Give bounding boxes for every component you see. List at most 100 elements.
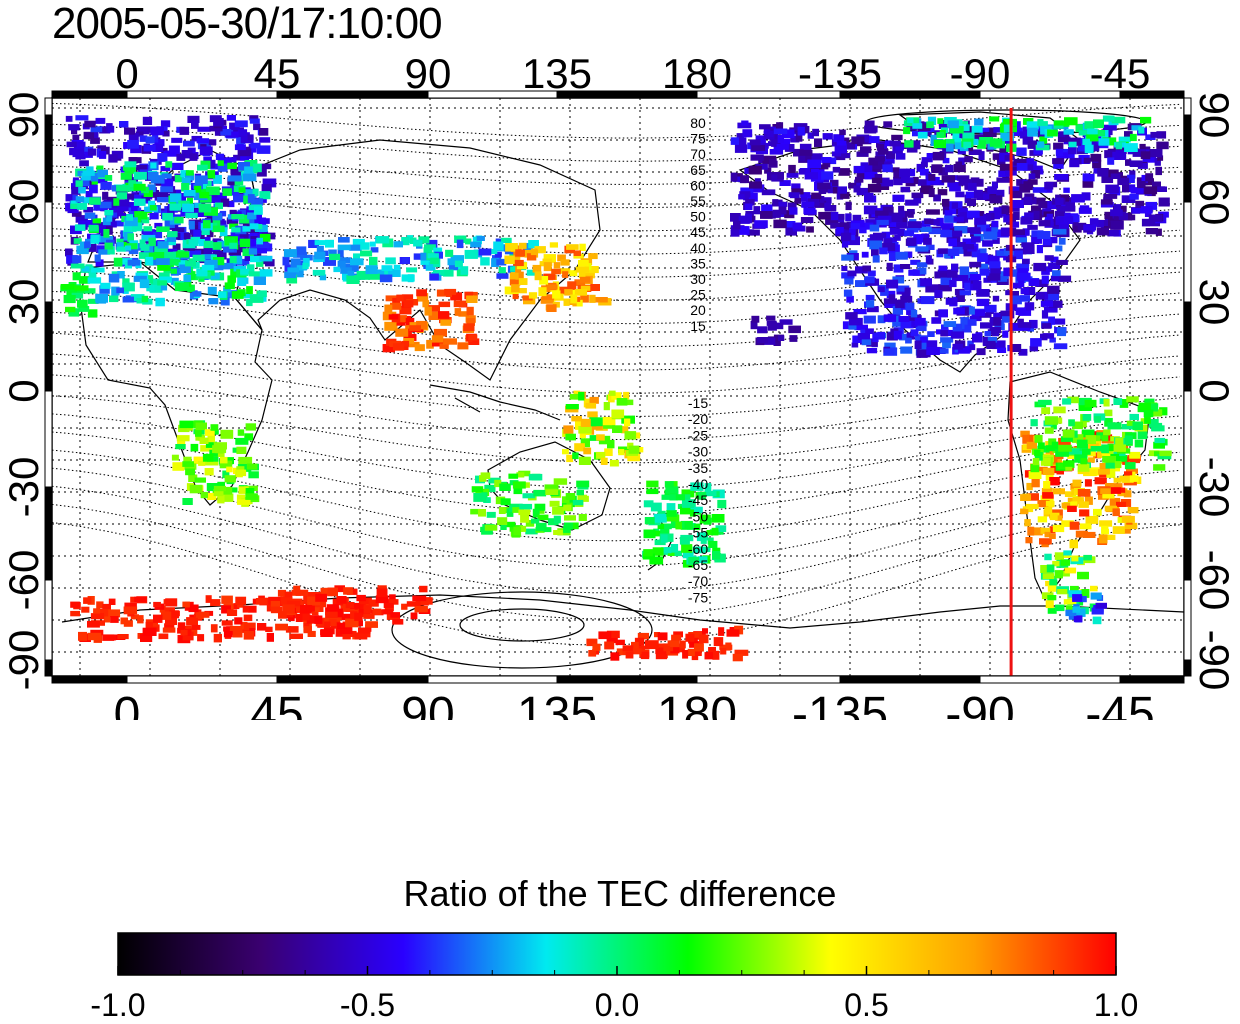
tec-data-cell <box>392 297 401 305</box>
tec-data-cell <box>661 494 675 500</box>
tec-data-cell <box>1009 250 1023 260</box>
tec-data-cell <box>867 270 876 277</box>
tec-data-cell <box>1069 521 1080 530</box>
tec-data-cell <box>979 312 992 318</box>
tec-data-cell <box>369 256 378 266</box>
tec-data-cell <box>1089 218 1099 227</box>
tec-data-cell <box>1064 117 1078 126</box>
tec-data-cell <box>791 183 801 190</box>
tec-data-cell <box>1106 445 1114 452</box>
tec-data-cell <box>286 600 301 607</box>
tec-data-cell <box>213 174 222 184</box>
tec-data-cell <box>974 118 984 126</box>
tec-data-cell <box>138 252 150 259</box>
tec-data-cell <box>525 528 538 535</box>
tec-data-cell <box>100 181 112 190</box>
tec-data-cell <box>134 194 144 200</box>
tec-data-cell <box>231 291 244 299</box>
tec-data-cell <box>794 197 801 204</box>
tec-data-cell <box>1052 524 1065 533</box>
tec-data-cell <box>1130 187 1144 194</box>
tec-data-cell <box>81 606 90 613</box>
tec-data-cell <box>160 282 168 291</box>
tec-data-cell <box>1122 183 1130 193</box>
tec-data-cell <box>242 605 250 613</box>
tec-data-cell <box>1087 128 1098 137</box>
tec-data-cell <box>818 211 832 220</box>
tec-data-cell <box>746 229 760 236</box>
tec-data-cell <box>319 274 327 281</box>
tec-data-cell <box>1042 573 1055 579</box>
tec-data-cell <box>73 238 82 244</box>
tec-data-cell <box>905 302 915 311</box>
tec-data-cell <box>1151 425 1165 432</box>
tec-data-cell <box>207 170 216 179</box>
tec-data-cell <box>1055 515 1063 521</box>
tec-data-cell <box>907 221 922 228</box>
tec-data-cell <box>967 319 977 326</box>
tec-data-cell <box>256 145 271 154</box>
tec-data-cell <box>188 474 198 482</box>
tec-data-cell <box>938 167 948 176</box>
tec-data-cell <box>904 287 911 295</box>
tec-data-cell <box>79 241 87 251</box>
tec-data-cell <box>1149 149 1163 158</box>
tec-data-cell <box>1101 444 1109 453</box>
tec-data-cell <box>320 587 332 596</box>
colorbar-ticks: -1.0 -0.5 0.0 0.5 1.0 <box>90 966 1138 1023</box>
tec-data-cell <box>920 226 932 232</box>
tec-data-cell <box>224 475 236 483</box>
tec-data-cell <box>183 140 195 147</box>
tec-data-cell <box>937 248 949 254</box>
tec-data-cell <box>66 141 77 148</box>
tec-data-cell <box>1093 130 1106 137</box>
tec-data-cell <box>387 599 399 605</box>
tec-data-cell <box>928 174 936 181</box>
tec-data-cell <box>124 217 138 227</box>
tec-data-cell <box>1062 398 1072 405</box>
tec-data-cell <box>1040 300 1054 307</box>
tec-data-cell <box>1046 237 1058 244</box>
tec-data-cell <box>414 344 425 352</box>
tec-data-cell <box>522 295 533 301</box>
tec-data-cell <box>364 630 371 638</box>
tec-data-cell <box>194 202 202 208</box>
tec-data-cell <box>586 638 598 647</box>
tec-data-cell <box>1123 490 1132 498</box>
tec-data-cell <box>1047 129 1058 137</box>
tec-data-cell <box>1077 489 1091 497</box>
tec-data-cell <box>999 163 1011 171</box>
tec-data-cell <box>401 274 415 282</box>
tec-data-cell <box>1104 211 1113 220</box>
tec-data-cell <box>1072 594 1083 602</box>
tec-data-cell <box>295 613 303 622</box>
tec-data-cell <box>246 463 258 470</box>
tec-data-cell <box>403 333 417 342</box>
tec-data-cell <box>944 252 951 259</box>
tec-data-cell <box>383 603 394 608</box>
tec-data-cell <box>688 632 702 638</box>
tec-data-cell <box>1065 448 1080 455</box>
tec-data-cell <box>917 267 927 275</box>
tec-data-cell <box>303 258 310 267</box>
tec-data-cell <box>818 187 827 194</box>
tec-data-cell <box>235 596 247 605</box>
tec-data-cell <box>338 237 350 243</box>
tec-data-cell <box>498 267 506 274</box>
tec-data-cell <box>379 274 393 283</box>
tec-data-cell <box>1031 235 1043 244</box>
top-longitude-tick-label: 45 <box>254 50 301 97</box>
tec-data-cell <box>837 186 847 194</box>
tec-data-cell <box>1028 173 1036 180</box>
tec-data-cell <box>951 202 958 209</box>
tec-data-cell <box>171 227 185 236</box>
tec-data-cell <box>926 340 938 348</box>
tec-data-cell <box>78 306 90 312</box>
tec-data-cell <box>935 348 949 354</box>
tec-data-cell <box>233 603 240 610</box>
left-latitude-tick-label: 30 <box>0 279 47 326</box>
left-latitude-tick-label: -30 <box>0 457 47 518</box>
tec-data-cell <box>944 164 954 173</box>
tec-data-cell <box>579 276 591 283</box>
tec-data-cell <box>340 267 352 274</box>
